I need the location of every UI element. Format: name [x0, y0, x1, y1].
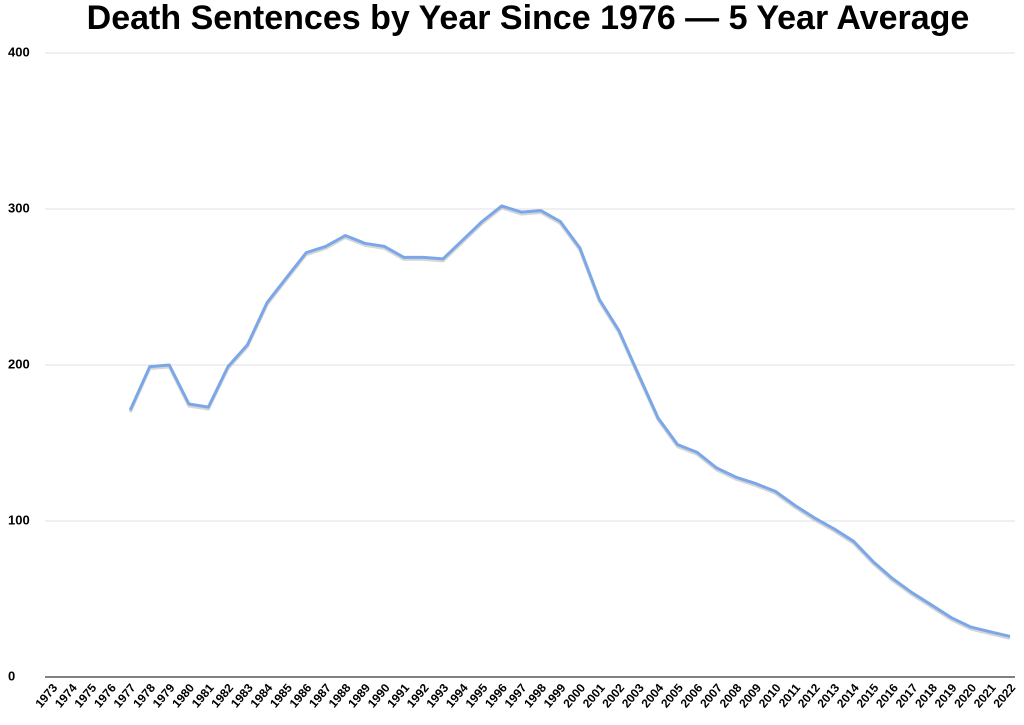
- y-tick-label: 400: [8, 44, 30, 59]
- y-tick-label: 0: [8, 668, 15, 683]
- y-tick-label: 300: [8, 200, 30, 215]
- x-tick-label: 2022: [990, 681, 1018, 711]
- y-tick-label: 100: [8, 512, 30, 527]
- line: [128, 204, 1011, 638]
- line-shadow: [128, 206, 1011, 640]
- y-tick-label: 200: [8, 356, 30, 371]
- chart-title: Death Sentences by Year Since 1976 — 5 Y…: [87, 0, 970, 37]
